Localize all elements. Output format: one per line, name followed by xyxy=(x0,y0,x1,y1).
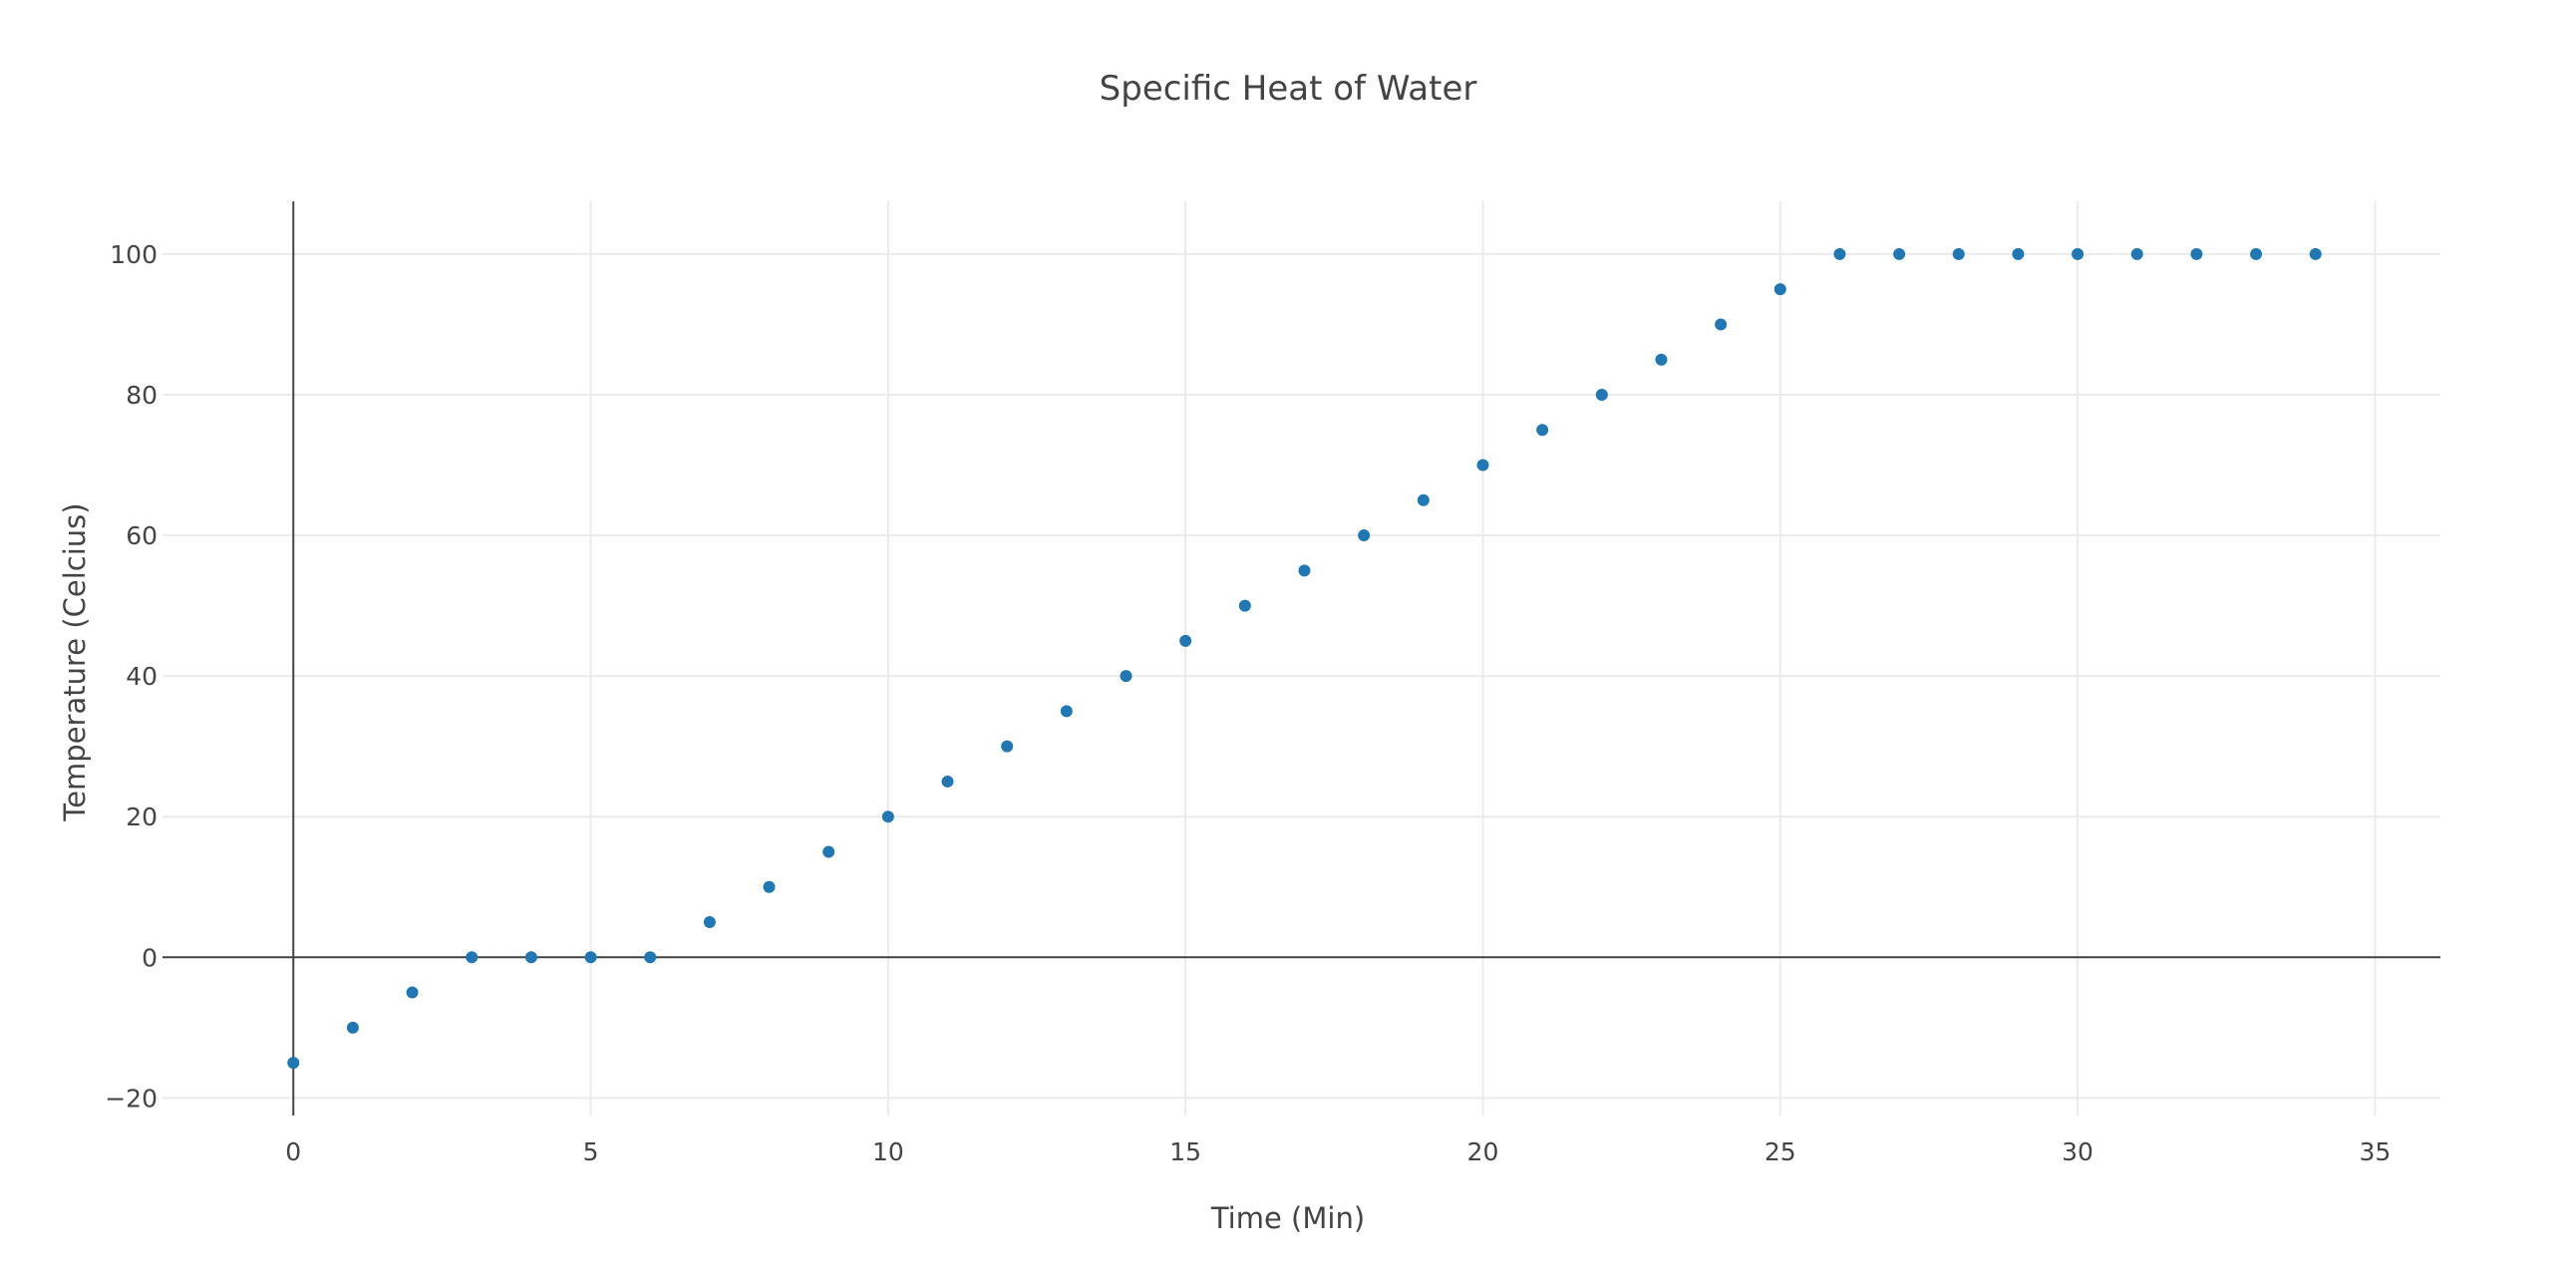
x-tick-label: 25 xyxy=(1765,1137,1796,1166)
x-tick-label: 0 xyxy=(285,1137,301,1166)
data-points xyxy=(287,247,2322,1070)
x-axis-label: Time (Min) xyxy=(1210,1201,1365,1235)
y-tick-labels: −20 0 20 40 60 80 100 xyxy=(105,240,158,1113)
x-tick-label: 10 xyxy=(872,1137,904,1166)
y-tick-label: −20 xyxy=(105,1084,158,1113)
data-point xyxy=(466,951,479,964)
data-point xyxy=(1655,353,1668,366)
data-point xyxy=(1476,459,1489,472)
data-point xyxy=(822,845,835,858)
axes xyxy=(162,201,2440,1116)
data-point xyxy=(1893,247,1906,260)
data-point xyxy=(1238,599,1251,612)
data-point xyxy=(406,986,419,999)
y-tick-label: 20 xyxy=(126,802,158,831)
y-tick-label: 80 xyxy=(126,381,158,410)
data-point xyxy=(584,951,597,964)
x-tick-label: 5 xyxy=(583,1137,599,1166)
data-point xyxy=(1952,247,1965,260)
data-point xyxy=(1179,634,1192,647)
data-point xyxy=(2309,247,2322,260)
data-point xyxy=(1833,247,1846,260)
data-point xyxy=(1120,670,1132,683)
data-point xyxy=(1595,388,1608,401)
y-tick-label: 60 xyxy=(126,521,158,550)
chart-title: Specific Heat of Water xyxy=(1100,69,1477,109)
data-point xyxy=(2250,247,2263,260)
data-point xyxy=(2012,247,2025,260)
x-tick-label: 15 xyxy=(1169,1137,1201,1166)
data-point xyxy=(1001,740,1014,753)
data-point xyxy=(346,1021,359,1034)
data-point xyxy=(2072,247,2085,260)
data-point xyxy=(703,916,716,929)
data-point xyxy=(1060,705,1073,718)
data-point xyxy=(1773,283,1786,296)
data-point xyxy=(1715,318,1728,331)
data-point xyxy=(881,810,894,823)
data-point xyxy=(2190,247,2203,260)
data-point xyxy=(763,880,776,893)
data-point xyxy=(524,951,537,964)
data-point xyxy=(287,1057,300,1070)
y-tick-label: 100 xyxy=(110,240,158,269)
x-tick-label: 30 xyxy=(2062,1137,2093,1166)
x-tick-labels: 0 5 10 15 20 25 30 35 xyxy=(285,1137,2391,1166)
data-point xyxy=(1417,493,1430,506)
data-point xyxy=(1298,564,1311,577)
data-point xyxy=(644,951,657,964)
y-tick-label: 0 xyxy=(142,943,158,972)
x-tick-label: 35 xyxy=(2359,1137,2391,1166)
data-point xyxy=(941,775,954,788)
data-point xyxy=(1358,529,1371,542)
data-point xyxy=(2130,247,2143,260)
x-tick-label: 20 xyxy=(1467,1137,1499,1166)
y-axis-label: Temperature (Celcius) xyxy=(58,502,92,821)
gridlines xyxy=(162,201,2440,1116)
y-tick-label: 40 xyxy=(126,662,158,691)
data-point xyxy=(1536,424,1549,437)
